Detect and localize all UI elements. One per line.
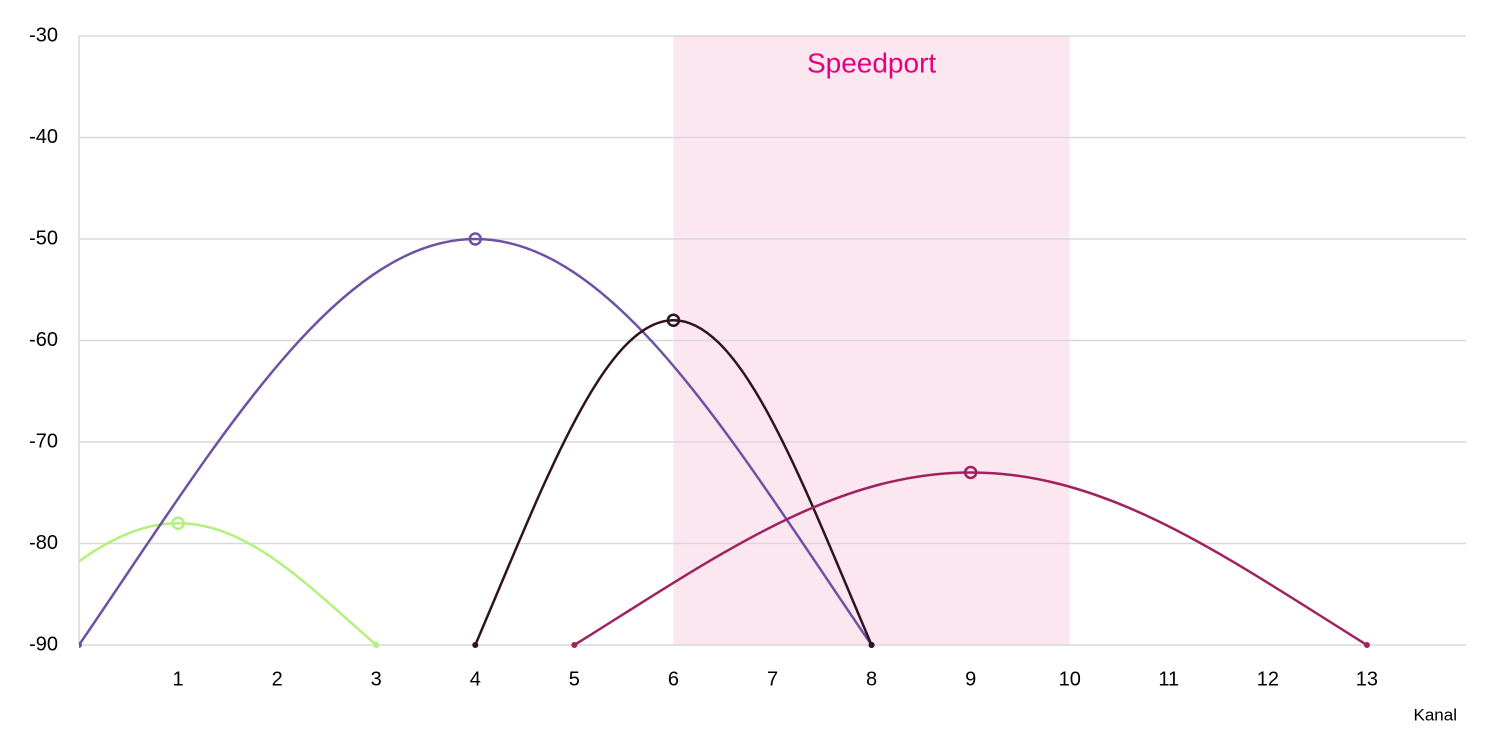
x-tick-label: 10 (1059, 668, 1081, 690)
series-layer (79, 232, 1370, 648)
peak-marker (666, 313, 681, 327)
point-marker (79, 642, 82, 648)
y-tick-label: -70 (29, 430, 58, 452)
point-marker (1363, 642, 1370, 648)
point-marker (472, 642, 479, 648)
point-marker (373, 642, 380, 648)
x-tick-label: 3 (371, 668, 382, 690)
y-tick-label: -90 (29, 633, 58, 655)
x-tick-label: 12 (1257, 668, 1279, 690)
point-marker (571, 642, 578, 648)
x-tick-label: 13 (1356, 668, 1378, 690)
label-layer: Speedport-30-40-50-60-70-80-901 2 3 4 5 6 7 8 9 1… (29, 24, 1378, 690)
peak-marker (171, 516, 185, 530)
y-tick-label: -80 (29, 532, 58, 554)
series-line (573, 471, 1368, 647)
x-tick-label: 11 (1158, 668, 1179, 690)
x-tick-label: 8 (866, 668, 877, 690)
x-tick-label: 4 (470, 668, 481, 690)
x-axis-label: Kanal (1414, 705, 1457, 724)
y-tick-label: -50 (29, 227, 58, 249)
y-tick-label: -30 (29, 24, 58, 46)
peak-marker (468, 232, 483, 246)
x-tick-label: 1 (173, 668, 184, 690)
x-tick-label: 6 (668, 668, 679, 690)
peak-marker (963, 465, 978, 480)
y-tick-label: -60 (29, 329, 58, 351)
x-tick-label: 5 (569, 668, 580, 690)
x-tick-label: 2 (272, 668, 283, 690)
series-line (474, 318, 873, 646)
grid-layer (79, 35, 1466, 646)
series-line (79, 521, 378, 646)
x-tick-label: 9 (965, 668, 976, 690)
series-line (79, 237, 873, 646)
y-tick-label: -40 (29, 126, 58, 148)
highlight-label: Speedport (807, 47, 936, 78)
point-marker (868, 642, 875, 648)
x-tick-label: 7 (767, 668, 778, 690)
